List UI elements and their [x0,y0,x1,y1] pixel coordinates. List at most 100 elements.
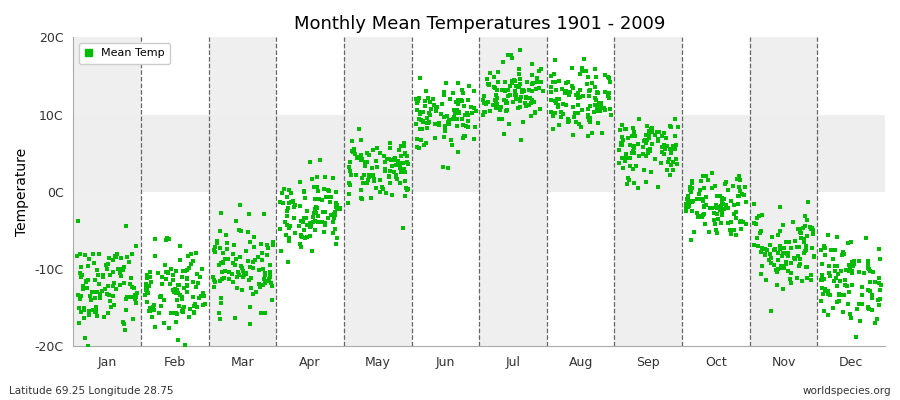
Point [864,307,878,313]
Point [116,280,130,286]
Point [759,246,773,253]
Point [280,208,294,214]
Point [872,280,886,286]
Point [752,213,766,220]
Point [821,291,835,298]
Point [362,152,376,158]
Point [830,283,844,289]
Point [794,230,808,236]
Point [255,250,269,256]
Point [189,250,203,256]
Point [684,237,698,243]
Point [288,202,302,208]
Point [387,169,401,175]
Point [307,183,321,190]
Point [455,116,470,122]
Point [217,275,231,281]
Point [311,196,326,202]
Point [172,303,186,310]
Point [594,100,608,106]
Point [413,109,428,115]
Point [215,269,230,275]
Point [359,180,374,186]
Point [561,119,575,126]
Point [552,78,566,84]
Point [72,296,86,302]
Point [173,257,187,263]
Point [140,299,154,305]
Point [412,111,427,118]
Point [662,172,677,178]
Point [565,85,580,92]
Point [422,119,436,125]
Point [530,75,544,81]
Point [592,100,607,106]
Point [559,80,573,86]
Point [175,296,189,302]
Point [128,296,142,302]
Point [197,301,211,308]
Point [567,114,581,121]
Point [212,228,227,234]
Point [872,302,886,309]
Point [770,282,785,289]
Point [653,160,668,166]
Point [292,179,307,185]
Point [461,96,475,103]
Point [195,290,210,296]
Point [159,237,174,244]
Point [761,256,776,263]
Point [601,94,616,101]
Point [193,274,207,280]
Point [534,106,548,112]
Title: Monthly Mean Temperatures 1901 - 2009: Monthly Mean Temperatures 1901 - 2009 [293,15,665,33]
Point [620,181,634,187]
Point [234,228,248,234]
Point [831,299,845,305]
Point [468,108,482,114]
Point [855,300,869,307]
Point [303,233,318,239]
Point [571,90,585,96]
Point [796,236,811,242]
Point [651,184,665,190]
Point [551,104,565,110]
Point [80,285,94,292]
Point [446,116,460,122]
Point [700,176,715,183]
Point [144,279,158,286]
Point [388,154,402,161]
Point [252,281,266,287]
Point [494,103,508,110]
Point [91,272,105,278]
Point [358,160,373,166]
Point [584,130,598,136]
Point [230,274,244,280]
Point [206,274,220,280]
Point [719,202,733,208]
Point [127,285,141,291]
Point [228,315,242,322]
Point [612,147,626,153]
Point [358,159,373,166]
Point [257,309,272,316]
Point [154,303,168,309]
Point [259,252,274,258]
Point [476,97,491,104]
Point [715,202,729,209]
Point [617,125,632,132]
Point [571,94,585,101]
Point [821,232,835,238]
Point [748,220,762,227]
Point [556,111,571,117]
Point [708,227,723,233]
Point [615,155,629,161]
Point [664,124,679,130]
Point [158,262,172,268]
Point [626,166,640,172]
Point [697,185,711,191]
Y-axis label: Temperature: Temperature [15,148,29,236]
Point [648,132,662,138]
Point [519,103,534,109]
Point [693,212,707,219]
